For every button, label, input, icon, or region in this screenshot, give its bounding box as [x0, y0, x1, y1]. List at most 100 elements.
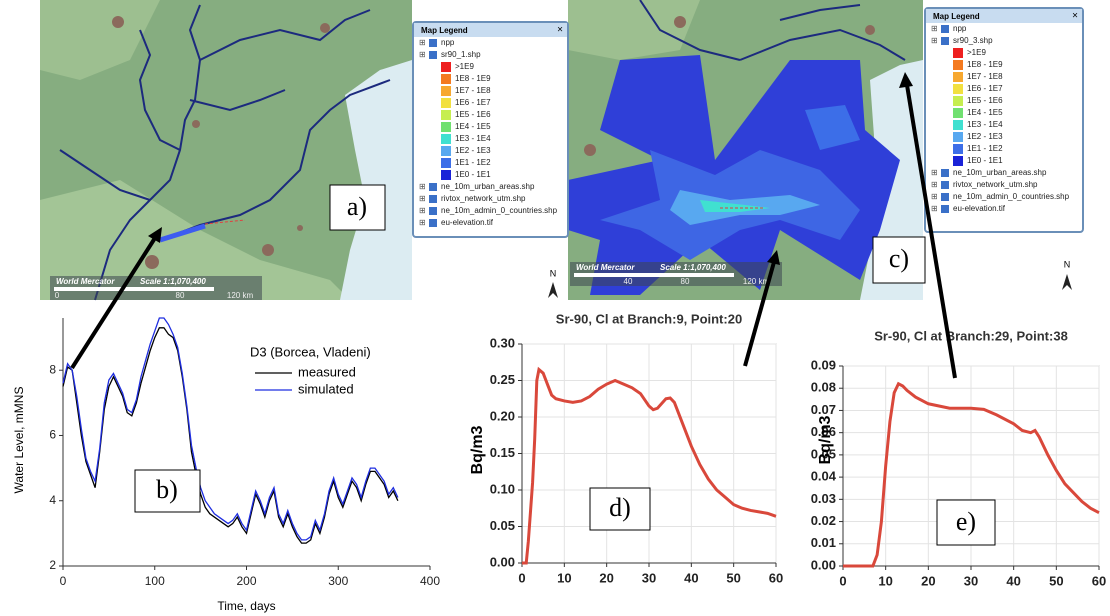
- layer-checkbox[interactable]: [429, 183, 437, 191]
- x-tick-label: 30: [642, 570, 656, 585]
- layer-expander: ⊞: [419, 182, 426, 191]
- layer-name: rivtox_network_utm.shp: [953, 180, 1038, 189]
- chart: 0.000.010.020.030.040.050.060.070.080.09…: [811, 328, 1107, 588]
- layer-checkbox[interactable]: [429, 219, 437, 227]
- panel-label: a): [347, 192, 367, 221]
- legend-header-title: Map Legend: [421, 26, 468, 35]
- layer-checkbox[interactable]: [941, 205, 949, 213]
- chart-title: Sr-90, Cl at Branch:9, Point:20: [556, 311, 742, 326]
- layer-checkbox[interactable]: [941, 193, 949, 201]
- layer-name: ne_10m_urban_areas.shp: [953, 168, 1047, 177]
- x-tick-label: 0: [839, 573, 846, 588]
- x-tick-label: 50: [1049, 573, 1063, 588]
- x-tick-label: 20: [599, 570, 613, 585]
- x-tick-label: 300: [328, 574, 348, 588]
- layer-checkbox[interactable]: [429, 39, 437, 47]
- class-label: 1E3 - 1E4: [455, 134, 491, 143]
- layer-name: sr90_3.shp: [953, 36, 993, 45]
- y-tick-label: 0.01: [811, 535, 836, 550]
- scale-projection: World Mercator: [576, 263, 635, 272]
- class-label: 1E2 - 1E3: [455, 146, 491, 155]
- layer-checkbox[interactable]: [429, 195, 437, 203]
- panel-label: c): [889, 244, 909, 273]
- class-swatch: [441, 134, 451, 144]
- x-tick-label: 0: [518, 570, 525, 585]
- y-tick-label: 6: [49, 428, 56, 442]
- north-arrow: [1062, 274, 1072, 290]
- x-tick-label: 10: [557, 570, 571, 585]
- y-axis-label: Water Level, mMNS: [12, 387, 26, 494]
- class-label: 1E6 - 1E7: [967, 84, 1003, 93]
- y-tick-label: 0.07: [811, 402, 836, 417]
- layer-checkbox[interactable]: [429, 207, 437, 215]
- layer-expander: ⊞: [419, 38, 426, 47]
- class-label: 1E1 - 1E2: [967, 144, 1003, 153]
- class-label: 1E3 - 1E4: [967, 120, 1003, 129]
- x-tick-label: 40: [1006, 573, 1020, 588]
- class-swatch: [953, 156, 963, 166]
- layer-checkbox[interactable]: [941, 169, 949, 177]
- x-axis-label: Time, days: [217, 599, 275, 613]
- class-swatch: [441, 146, 451, 156]
- page: 24680100200300400Water Level, mMNSTime, …: [0, 0, 1110, 616]
- scale-tick: 80: [681, 277, 690, 286]
- x-tick-label: 0: [60, 574, 67, 588]
- north-label: N: [1064, 259, 1071, 269]
- class-swatch: [953, 144, 963, 154]
- x-tick-label: 200: [236, 574, 256, 588]
- class-swatch: [953, 60, 963, 70]
- layer-expander: ⊞: [419, 194, 426, 203]
- map-legend: Map Legend×⊞npp⊞sr90_1.shp>1E91E8 - 1E91…: [413, 22, 568, 237]
- y-tick-label: 2: [49, 558, 56, 572]
- class-label: 1E7 - 1E8: [455, 86, 491, 95]
- class-swatch: [953, 120, 963, 130]
- y-tick-label: 0.03: [811, 491, 836, 506]
- class-label: 1E4 - 1E5: [455, 122, 491, 131]
- scale-line: [54, 287, 214, 291]
- y-tick-label: 0.08: [811, 380, 836, 395]
- legend-header-title: Map Legend: [933, 12, 980, 21]
- class-label: 1E4 - 1E5: [967, 108, 1003, 117]
- legend-close[interactable]: ×: [557, 25, 563, 36]
- class-swatch: [441, 74, 451, 84]
- y-tick-label: 0.00: [490, 554, 515, 569]
- layer-checkbox[interactable]: [941, 37, 949, 45]
- x-tick-label: 60: [769, 570, 783, 585]
- legend-close[interactable]: ×: [1072, 11, 1078, 22]
- map-a: [40, 0, 412, 300]
- panel-label: e): [956, 507, 976, 536]
- y-tick-label: 0.30: [490, 335, 515, 350]
- layer-checkbox[interactable]: [941, 181, 949, 189]
- layer-expander: ⊞: [419, 206, 426, 215]
- layer-expander: ⊞: [931, 36, 938, 45]
- scale-bar: World MercatorScale 1:1,070,400080120 km: [50, 276, 262, 300]
- map-c: [568, 0, 923, 300]
- x-tick-label: 50: [726, 570, 740, 585]
- panel-label: b): [156, 475, 178, 504]
- layer-checkbox[interactable]: [429, 51, 437, 59]
- y-tick-label: 0.25: [490, 372, 515, 387]
- north-label: N: [550, 268, 557, 278]
- class-label: 1E2 - 1E3: [967, 132, 1003, 141]
- layer-name: eu-elevation.tif: [953, 204, 1006, 213]
- x-tick-label: 20: [921, 573, 935, 588]
- class-swatch: [953, 84, 963, 94]
- layer-expander: ⊞: [931, 180, 938, 189]
- y-tick-label: 0.02: [811, 513, 836, 528]
- data-line: [63, 328, 398, 543]
- x-tick-label: 40: [684, 570, 698, 585]
- class-swatch: [441, 110, 451, 120]
- x-tick-label: 400: [420, 574, 440, 588]
- class-label: 1E6 - 1E7: [455, 98, 491, 107]
- layer-name: ne_10m_admin_0_countries.shp: [953, 192, 1070, 201]
- layer-checkbox[interactable]: [941, 25, 949, 33]
- class-label: 1E8 - 1E9: [455, 74, 491, 83]
- scale-line: [574, 273, 734, 277]
- layer-expander: ⊞: [931, 204, 938, 213]
- scale-ratio: Scale 1:1,070,400: [660, 263, 726, 272]
- class-swatch: [441, 170, 451, 180]
- figure: 24680100200300400Water Level, mMNSTime, …: [0, 0, 1110, 616]
- legend-label: simulated: [298, 381, 354, 396]
